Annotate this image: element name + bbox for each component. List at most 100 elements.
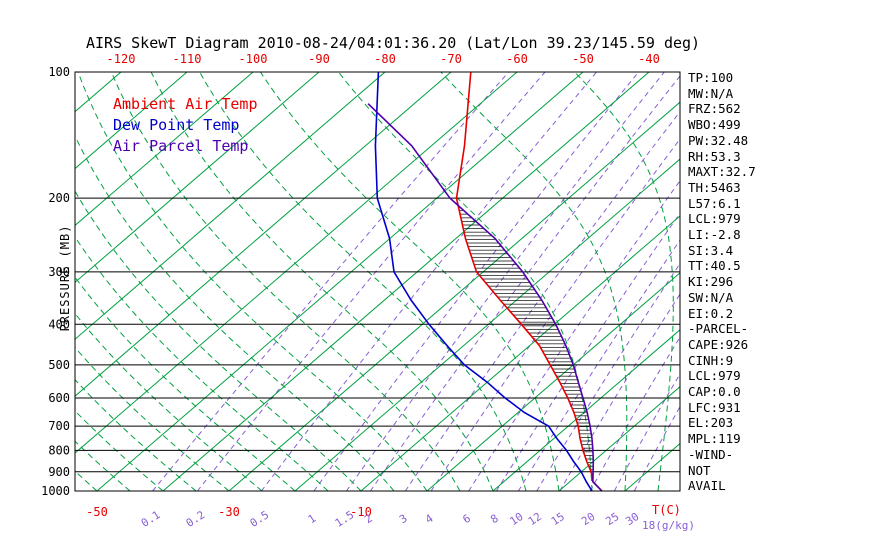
side-panel-line: WBO:499 [688,117,741,133]
pressure-axis-label: 500 [48,358,70,372]
mixing-ratio-label: 0.1 [139,508,163,530]
pressure-axis-label: 400 [48,317,70,331]
legend-dew-point-temp: Dew Point Temp [113,116,240,134]
side-panel-line: EL:203 [688,415,734,431]
isotherm-line [492,329,680,491]
side-panel-line: CINH:9 [688,352,734,368]
side-panel-line: MAXT:32.7 [688,164,756,180]
isotherm-line [294,158,680,491]
mixing-ratio-label: 6 [460,512,473,527]
mixing-ratio-label: 20 [579,510,597,528]
mixing-ratio-label: 0.2 [184,508,208,530]
mixing-ratio-line [369,75,680,491]
isotherm-line [75,72,452,397]
dew-point-curve [374,72,593,491]
side-panel-line: SI:3.4 [688,242,734,258]
isotherm-line [75,72,518,454]
side-panel-line: CAP:0.0 [688,384,741,400]
legend: Ambient Air Temp Dew Point Temp Air Parc… [113,94,258,157]
pressure-axis-label: 700 [48,419,70,433]
legend-ambient-air-temp: Ambient Air Temp [113,95,258,113]
mixing-ratio-line [152,72,510,491]
moist-adiabat-line [75,236,329,491]
side-panel-line: PW:32.48 [688,132,749,148]
side-panel-line: LCL:979 [688,368,741,384]
top-axis-label: -50 [572,52,594,66]
side-panel-line: LCL:979 [688,211,741,227]
isotherm-line [162,72,650,491]
side-panel-line: MW:N/A [688,85,734,101]
ambient-temp-curve [455,72,603,491]
temp-unit-label: T(C) [652,503,681,517]
pressure-axis-label: 1000 [41,484,70,498]
side-panel-line: AVAIL [688,478,726,494]
side-panel-line: TH:5463 [688,179,741,195]
mixing-ratio-label: 10 [507,510,525,528]
mixing-ratio-label: 15 [549,510,567,528]
moist-adiabat-line [75,190,362,491]
side-panel-line: LI:-2.8 [688,227,741,243]
legend-air-parcel-temp: Air Parcel Temp [113,137,249,155]
side-panel-line: FRZ:562 [688,101,741,117]
isotherm-line [426,272,680,491]
moist-adiabat-line [75,134,395,491]
parcel-temp-curve [367,103,603,491]
pressure-axis-label: 200 [48,191,70,205]
isotherm-line [75,72,188,170]
top-axis-label: -110 [173,52,202,66]
mixing-unit-label: 18(g/kg) [642,519,695,532]
moist-adiabat-line [260,72,560,491]
pressure-axis-label: 100 [48,65,70,79]
side-panel-line: EI:0.2 [688,305,734,321]
mixing-ratio-line [430,138,680,491]
mixing-ratio-label: 8 [488,512,501,527]
top-axis-label: -100 [239,52,268,66]
plot-border [74,71,681,492]
background-grid [75,72,680,491]
side-panel-line: L57:6.1 [688,195,741,211]
pressure-axis-label: 800 [48,443,70,457]
side-panel-line: LFC:931 [688,399,741,415]
side-panel-line: SW:N/A [688,289,734,305]
pressure-axis-label: 600 [48,391,70,405]
mixing-ratio-label: 3 [397,512,410,527]
isotherm-line [75,72,386,340]
mixing-ratio-line [517,239,680,491]
mixing-ratio-line [261,72,597,491]
top-axis-label: -70 [440,52,462,66]
bottom-temp-label: -50 [86,505,108,519]
mixing-ratio-label: 4 [423,512,436,527]
pressure-axis-label: 300 [48,265,70,279]
isotherm-line [228,101,680,491]
mixing-ratio-line [197,72,546,491]
side-panel-line: CAPE:926 [688,336,749,352]
side-panel: TP:100 MW:N/A FRZ:562 WBO:499 PW:32.48 RH:53.… [688,70,756,494]
moist-adiabat-line [150,72,494,491]
isotherm-line [558,386,680,491]
isotherm-line [75,72,254,227]
mixing-ratio-label: 2 [362,512,375,527]
mixing-ratio-label: 12 [526,510,544,528]
mixing-ratio-label: 25 [603,510,621,528]
top-axis-label: -60 [506,52,528,66]
mixing-ratio-label: 30 [623,510,641,528]
chart-title: AIRS SkewT Diagram 2010-08-24/04:01:36.2… [86,34,701,52]
pressure-axis-label: 900 [48,465,70,479]
moist-adiabat-line [440,72,628,491]
moist-adiabat-line [574,72,674,491]
moist-adiabat-line [199,72,527,491]
side-panel-line: -WIND- [688,446,734,462]
top-axis-label: -80 [374,52,396,66]
isotherm-line [96,72,584,491]
mixing-ratio-line [404,110,680,491]
mixing-ratio-line [345,72,665,491]
top-axis-label: -120 [107,52,136,66]
bottom-temp-label: -10 [350,505,372,519]
top-axis-label: -90 [308,52,330,66]
bottom-temp-label: -30 [218,505,240,519]
moist-adiabat-line [75,410,164,491]
side-panel-line: KI:296 [688,274,734,290]
mixing-ratio-line [468,180,680,491]
cape-hatch-area [452,200,594,479]
